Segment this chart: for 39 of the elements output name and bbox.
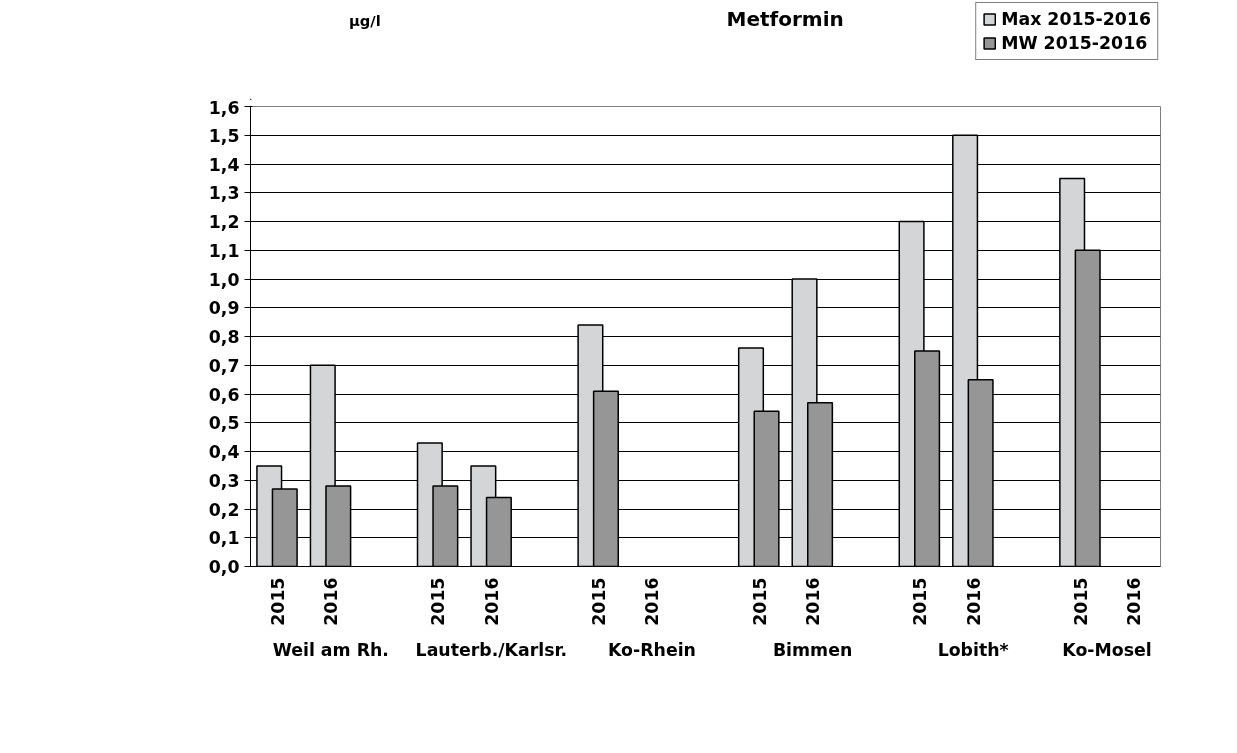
x-tick-label: 2015 <box>910 577 931 626</box>
y-tick-label: 1,3 <box>208 183 240 204</box>
text: Ko-Mosel <box>1062 639 1152 660</box>
text: Lobith* <box>937 639 1009 660</box>
y-tick-label: 0,2 <box>208 499 240 520</box>
text: Lauterb./Karlsr. <box>415 639 568 660</box>
y-tick-label: 1,0 <box>208 269 240 290</box>
y-tick-label: 0,8 <box>208 327 240 347</box>
x-tick-label: 2016 <box>803 577 824 626</box>
y-tick-label: 1,1 <box>208 240 240 261</box>
x-tick-label: 2016 <box>642 577 663 626</box>
x-tick-label: 2015 <box>749 577 770 626</box>
y-tick-label: 1,5 <box>208 125 240 146</box>
text: Bimmen <box>772 639 853 660</box>
x-tick-label: 2015 <box>1070 577 1091 626</box>
y-tick-label: 0,5 <box>208 413 240 434</box>
legend-label: MW 2015-2016 <box>1001 33 1148 53</box>
legend-label: Max 2015-2016 <box>1001 9 1151 29</box>
x-tick-label: 2016 <box>481 577 502 626</box>
x-tick-label: 2015 <box>267 577 288 626</box>
y-tick-label: 0,9 <box>208 298 240 319</box>
y-tick-label: 0,4 <box>208 442 240 462</box>
text: Weil am Rh. <box>272 639 389 660</box>
y-tick-label: 0,1 <box>208 528 240 549</box>
y-tick-label: 1,2 <box>208 212 240 232</box>
y-tick-label: 1,4 <box>208 154 240 175</box>
text: Ko-Rhein <box>608 639 696 660</box>
y-tick-label: 0,7 <box>208 355 240 376</box>
y-tick-label: 0,6 <box>208 384 240 405</box>
y-tick-label: 0,3 <box>208 470 240 491</box>
y-tick-label: 0,0 <box>208 557 240 577</box>
x-tick-label: 2015 <box>428 577 449 626</box>
x-tick-label: 2016 <box>963 577 984 626</box>
x-tick-label: 2016 <box>1124 577 1145 626</box>
x-tick-label: 2016 <box>321 577 342 626</box>
chart-title: Metformin <box>726 6 844 31</box>
y-axis-title: µg/l <box>349 11 381 29</box>
x-tick-label: 2015 <box>588 577 609 626</box>
y-tick-label: 1,6 <box>208 97 240 118</box>
